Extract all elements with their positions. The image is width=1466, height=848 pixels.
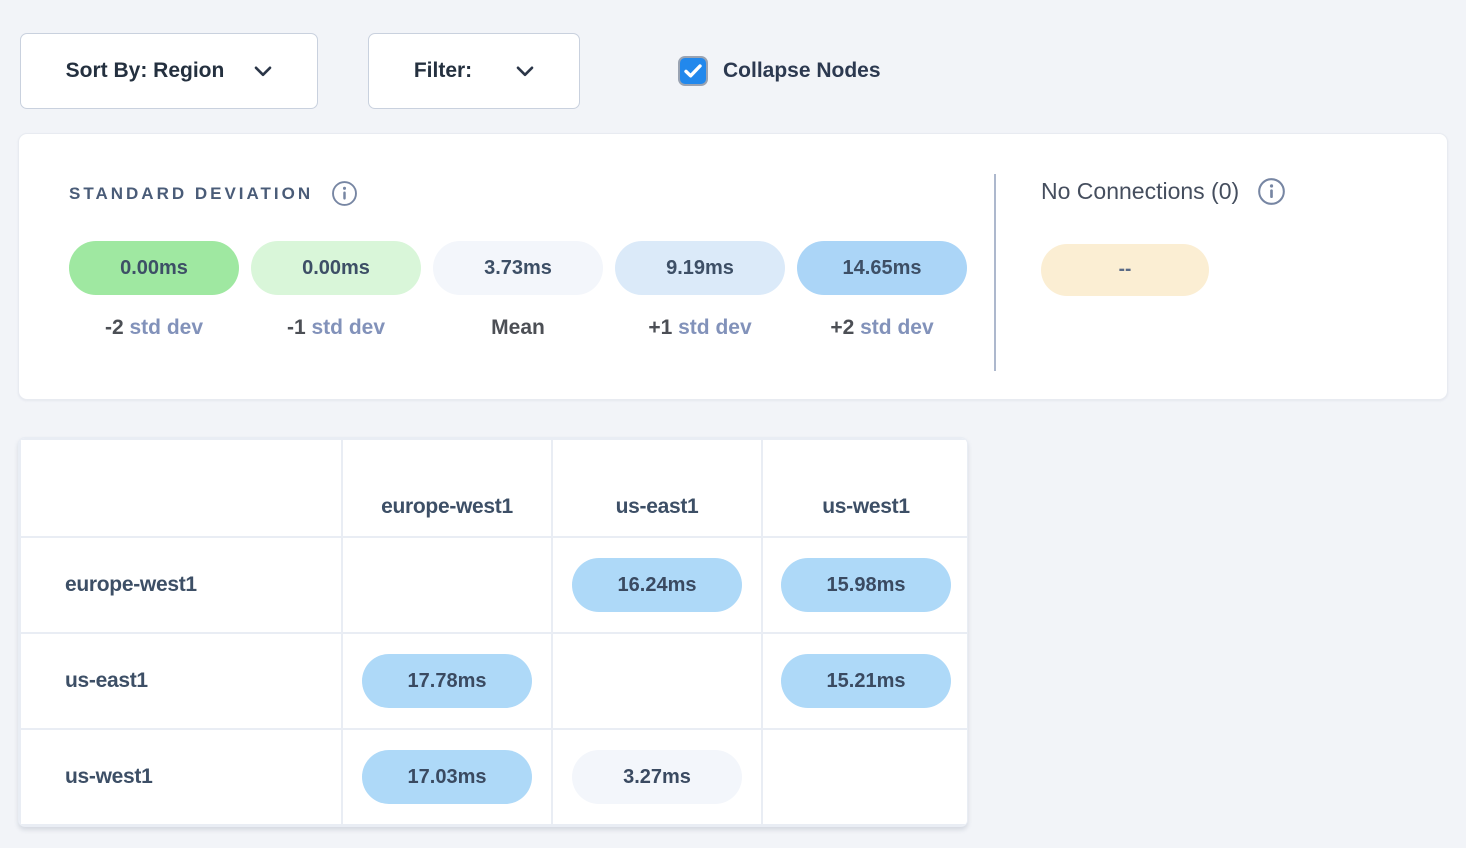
matrix-cell[interactable]: 17.03ms xyxy=(341,728,553,826)
latency-matrix: europe-west1 us-east1 us-west1 europe-west… xyxy=(18,437,968,827)
latency-pill[interactable]: 16.24ms xyxy=(572,558,742,612)
legend-label: Mean xyxy=(491,316,545,339)
matrix-row: us-west1 17.03ms 3.27ms xyxy=(19,728,967,826)
legend-item: 3.73ms Mean xyxy=(433,241,603,340)
std-deviation-section: STANDARD DEVIATION 0.00ms -2 std dev 0.00m… xyxy=(19,134,994,399)
filter-label: Filter: xyxy=(413,59,473,82)
legend-card: STANDARD DEVIATION 0.00ms -2 std dev 0.00m… xyxy=(18,133,1448,400)
latency-pill[interactable]: 17.03ms xyxy=(362,750,532,804)
legend-label: +2 std dev xyxy=(830,316,934,339)
legend-item: 0.00ms -2 std dev xyxy=(69,241,239,340)
checkbox-checked-icon[interactable] xyxy=(678,56,708,86)
chevron-down-icon xyxy=(254,65,272,77)
matrix-corner-cell xyxy=(19,438,343,538)
latency-pill[interactable]: 17.78ms xyxy=(362,654,532,708)
matrix-col-header: europe-west1 xyxy=(341,438,553,538)
matrix-cell[interactable]: 17.78ms xyxy=(341,632,553,730)
info-icon[interactable] xyxy=(1257,177,1286,206)
legend-pill: 9.19ms xyxy=(615,241,785,295)
legend-pill: 0.00ms xyxy=(69,241,239,295)
legend-label: -1 std dev xyxy=(286,316,386,339)
vertical-divider xyxy=(994,174,996,371)
legend-pill: 3.73ms xyxy=(433,241,603,295)
matrix-cell[interactable]: 15.21ms xyxy=(761,632,967,730)
legend-item: 14.65ms +2 std dev xyxy=(797,241,967,340)
toolbar: Sort By: Region Filter: Collapse Nodes xyxy=(0,0,1466,109)
collapse-nodes-toggle[interactable]: Collapse Nodes xyxy=(678,56,881,86)
matrix-row: europe-west1 16.24ms 15.98ms xyxy=(19,536,967,634)
matrix-row-header: us-west1 xyxy=(19,728,343,826)
sort-by-label: Sort By: Region xyxy=(65,59,225,82)
legend-pill: 0.00ms xyxy=(251,241,421,295)
info-icon[interactable] xyxy=(331,180,358,207)
chevron-down-icon xyxy=(516,65,534,77)
latency-pill[interactable]: 3.27ms xyxy=(572,750,742,804)
matrix-cell[interactable]: 16.24ms xyxy=(551,536,763,634)
no-connections-title: No Connections (0) xyxy=(1041,178,1240,204)
matrix-col-header: us-west1 xyxy=(761,438,967,538)
filter-dropdown[interactable]: Filter: xyxy=(368,33,580,109)
matrix-cell xyxy=(761,728,967,826)
legend-item: 9.19ms +1 std dev xyxy=(615,241,785,340)
no-connections-section: No Connections (0) -- xyxy=(996,134,1286,399)
matrix-col-header: us-east1 xyxy=(551,438,763,538)
collapse-nodes-label: Collapse Nodes xyxy=(723,59,881,82)
matrix-cell[interactable]: 15.98ms xyxy=(761,536,967,634)
matrix-body: europe-west1 16.24ms 15.98ms us-east1 17.78m… xyxy=(19,536,967,826)
matrix-cell xyxy=(341,536,553,634)
matrix-row: us-east1 17.78ms 15.21ms xyxy=(19,632,967,730)
no-connections-pill: -- xyxy=(1041,244,1209,296)
matrix-row-header: europe-west1 xyxy=(19,536,343,634)
latency-pill[interactable]: 15.98ms xyxy=(781,558,951,612)
matrix-cell[interactable]: 3.27ms xyxy=(551,728,763,826)
legend-label: -2 std dev xyxy=(104,316,204,339)
std-deviation-title: STANDARD DEVIATION xyxy=(69,183,314,203)
legend-items: 0.00ms -2 std dev 0.00ms -1 std dev 3.73ms Me… xyxy=(69,241,994,340)
matrix-header-row: europe-west1 us-east1 us-west1 xyxy=(19,438,967,538)
legend-item: 0.00ms -1 std dev xyxy=(251,241,421,340)
matrix-cell xyxy=(551,632,763,730)
legend-label: +1 std dev xyxy=(648,316,752,339)
sort-by-dropdown[interactable]: Sort By: Region xyxy=(20,33,318,109)
matrix-row-header: us-east1 xyxy=(19,632,343,730)
legend-pill: 14.65ms xyxy=(797,241,967,295)
latency-pill[interactable]: 15.21ms xyxy=(781,654,951,708)
